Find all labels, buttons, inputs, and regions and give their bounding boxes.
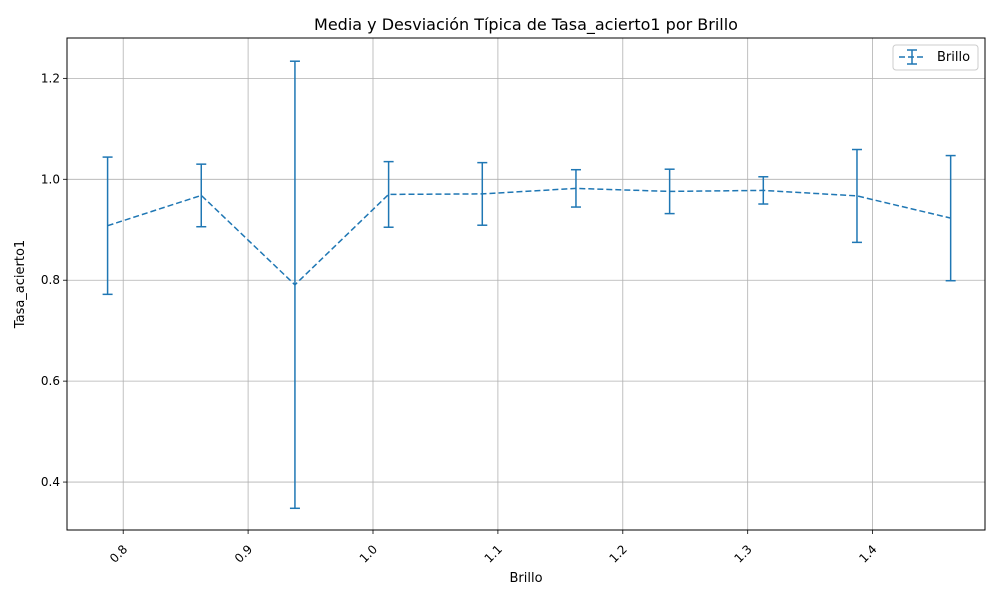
y-axis-ticks: 0.4 0.6 0.8 1.0 1.2 [41, 71, 67, 489]
y-tick-label: 1.2 [41, 71, 60, 85]
x-tick-label: 1.2 [607, 542, 630, 565]
x-tick-label: 1.1 [482, 542, 505, 565]
y-axis-label: Tasa_acierto1 [13, 240, 28, 329]
series-line [107, 187, 951, 286]
legend: Brillo [892, 44, 979, 71]
x-tick-label: 0.9 [232, 542, 255, 565]
legend-marker [899, 49, 925, 65]
x-tick-label: 1.4 [856, 542, 879, 565]
x-tick-label: 1.0 [357, 542, 380, 565]
x-tick-label: 0.8 [107, 542, 130, 565]
y-tick-label: 0.8 [41, 273, 60, 287]
legend-label: Brillo [937, 50, 970, 65]
x-axis-ticks: 0.8 0.9 1.0 1.1 1.2 1.3 1.4 [107, 530, 880, 566]
plot-frame [66, 37, 986, 531]
grid [67, 38, 985, 530]
y-tick-label: 0.4 [41, 475, 60, 489]
x-axis-label: Brillo [509, 571, 542, 586]
x-tick-label: 1.3 [731, 542, 754, 565]
y-tick-label: 1.0 [41, 172, 60, 186]
series-layer [102, 60, 956, 510]
chart-title: Media y Desviación Típica de Tasa_aciert… [314, 15, 738, 35]
y-tick-label: 0.6 [41, 374, 60, 388]
